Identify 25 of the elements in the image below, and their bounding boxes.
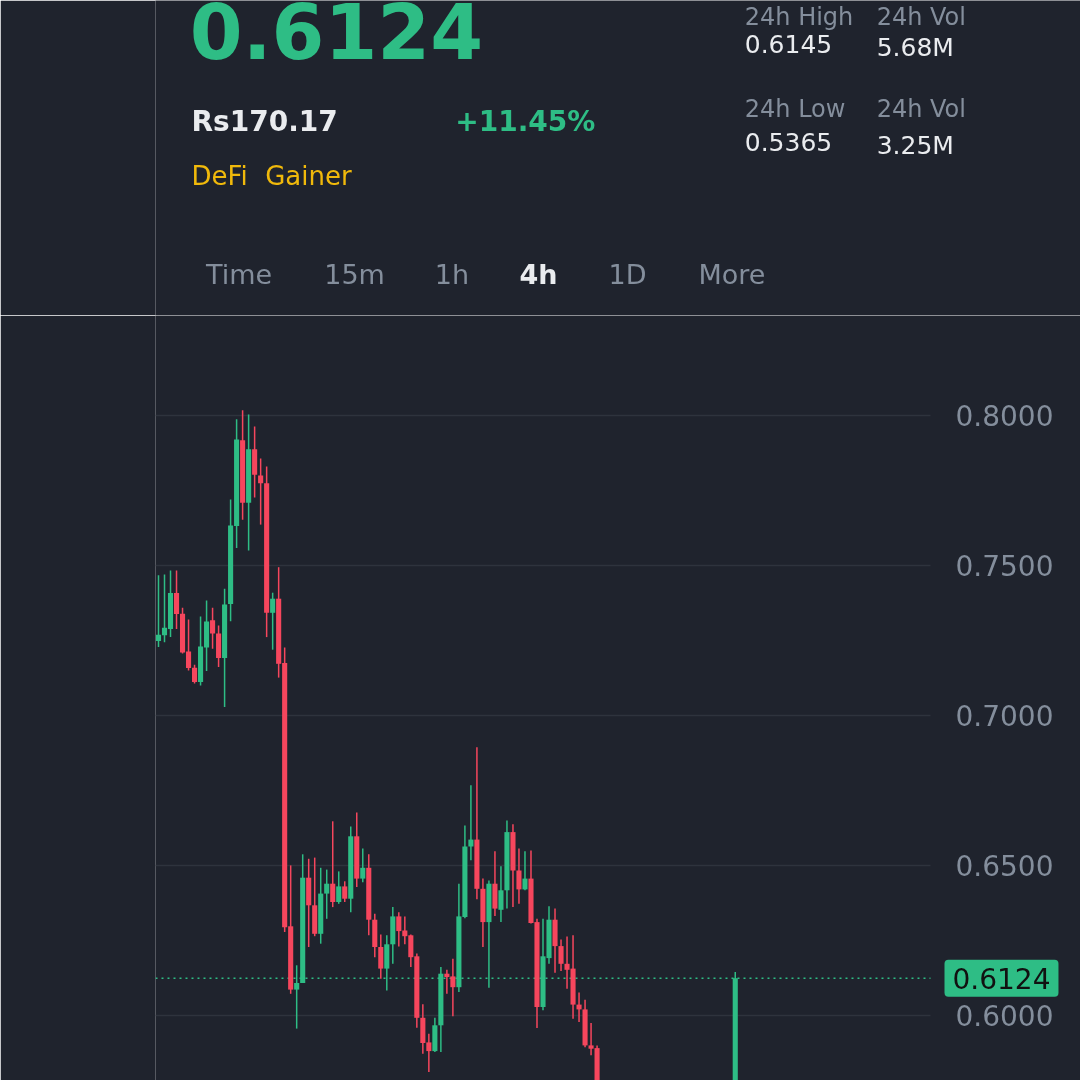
y-tick-label: 0.8000 <box>955 399 1054 433</box>
text: Gainer <box>265 160 352 191</box>
ref-line-label: 0.6124 <box>952 962 1051 996</box>
text: Time <box>205 258 273 290</box>
y-tick-label: 0.7500 <box>955 549 1054 583</box>
text: 0.6145 <box>744 29 833 59</box>
text: 1h <box>434 258 470 290</box>
text: 24h Low <box>744 94 846 123</box>
text: 24h High <box>744 2 854 31</box>
text: 24h Vol <box>876 94 966 123</box>
y-tick-label: 0.6000 <box>955 999 1054 1033</box>
text: +11.45% <box>455 104 596 138</box>
text: 1D <box>608 258 647 290</box>
text: 24h Vol <box>876 2 966 31</box>
text: 3.25M <box>876 130 954 160</box>
text: DeFi <box>191 160 248 191</box>
text: More <box>698 258 766 290</box>
text: 4h <box>519 258 558 290</box>
text: 15m <box>324 258 385 290</box>
chart-title: 0.6124 <box>189 0 484 77</box>
text: 5.68M <box>876 32 954 62</box>
y-tick-label: 0.6500 <box>955 849 1054 883</box>
y-tick-label: 0.7000 <box>955 699 1054 733</box>
chart-subtitle: Rs170.17 <box>191 104 338 138</box>
text: 0.5365 <box>744 127 833 157</box>
